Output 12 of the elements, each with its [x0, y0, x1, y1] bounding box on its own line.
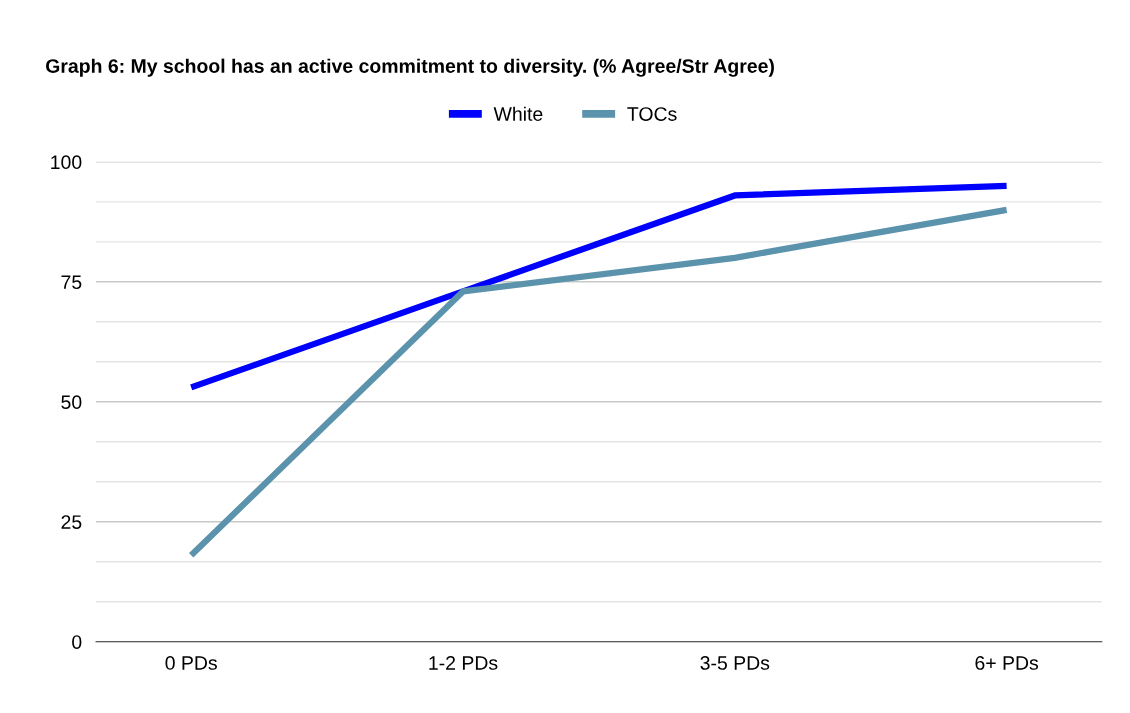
x-tick-label: 1-2 PDs [429, 656, 498, 670]
chart-title: Graph 6: My school has an active commitment to diversity. (% Agree/Str Agree) [46, 58, 774, 77]
y-tick-label: 100 [51, 155, 82, 170]
y-tick-label: 0 [72, 635, 82, 649]
legend-label: TOCs [627, 107, 677, 121]
y-tick-label: 50 [61, 395, 82, 410]
x-tick-label: 0 PDs [165, 656, 217, 670]
y-tick-label: 75 [61, 275, 82, 290]
legend-label: White [493, 106, 543, 121]
x-tick-label: 6+ PDs [975, 656, 1039, 670]
x-tick-label: 3-5 PDs [700, 656, 770, 670]
y-tick-label: 25 [61, 515, 82, 529]
